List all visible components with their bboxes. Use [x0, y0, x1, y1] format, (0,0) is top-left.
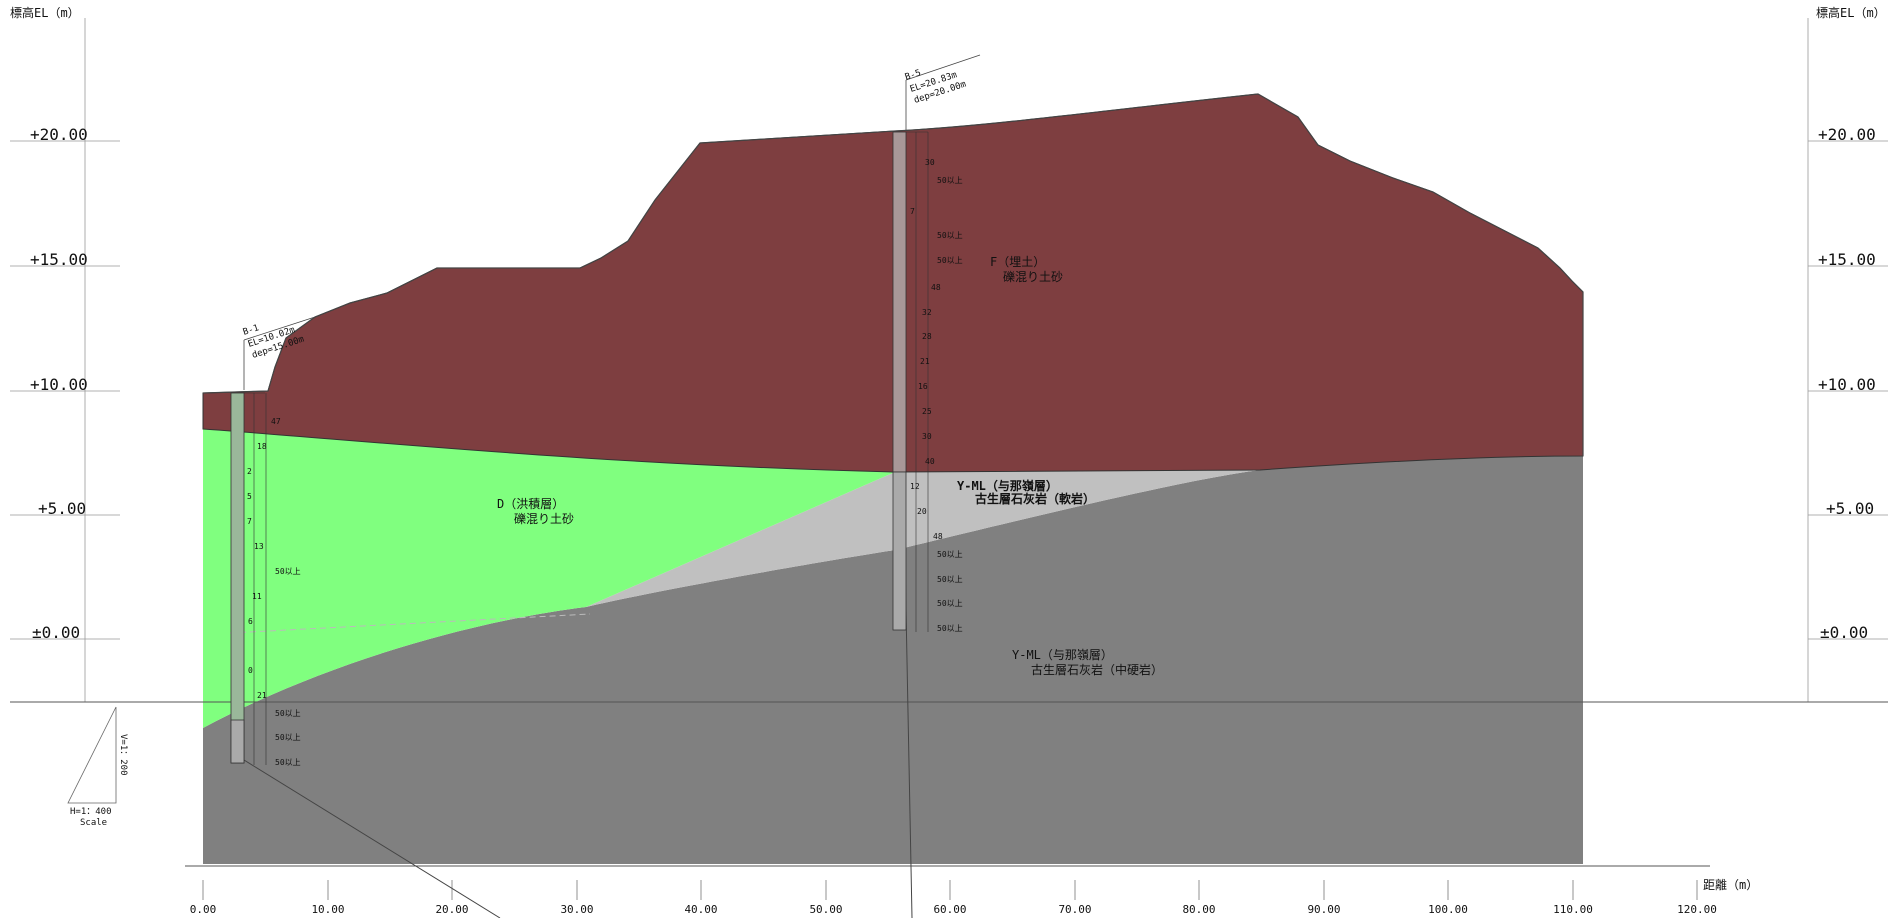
svg-text:28: 28 [922, 332, 932, 341]
svg-text:0: 0 [248, 666, 253, 675]
svg-text:50以上: 50以上 [937, 256, 963, 265]
svg-text:80.00: 80.00 [1182, 903, 1215, 916]
fill-layer-label-2: 礫混り土砂 [1003, 269, 1063, 284]
medium-hard-limestone-layer [203, 456, 1583, 864]
x-axis-title: 距離（m） [1703, 878, 1758, 892]
left-tick-label: +20.00 [30, 125, 88, 144]
right-tick-label: +10.00 [1818, 375, 1876, 394]
svg-text:50.00: 50.00 [809, 903, 842, 916]
svg-text:48: 48 [933, 532, 943, 541]
diluvium-label-1: D（洪積層） [497, 496, 564, 511]
soft-rock-label-1: Y-ML（与那嶺層） [957, 478, 1058, 493]
svg-text:110.00: 110.00 [1553, 903, 1593, 916]
svg-text:30.00: 30.00 [560, 903, 593, 916]
svg-text:6: 6 [248, 617, 253, 626]
svg-text:20.00: 20.00 [435, 903, 468, 916]
svg-text:13: 13 [254, 542, 264, 551]
svg-text:50以上: 50以上 [937, 624, 963, 633]
svg-text:7: 7 [910, 207, 915, 216]
svg-text:30: 30 [925, 158, 935, 167]
svg-text:11: 11 [252, 592, 262, 601]
horizontal-scale-label: H=1：400 [70, 807, 112, 817]
right-tick-label: +20.00 [1818, 125, 1876, 144]
svg-text:7: 7 [247, 517, 252, 526]
vertical-scale-label: V=1：200 [118, 734, 128, 776]
svg-text:21: 21 [920, 357, 930, 366]
b1-rock-column [230, 719, 245, 764]
svg-text:50以上: 50以上 [275, 758, 301, 767]
svg-text:70.00: 70.00 [1058, 903, 1091, 916]
b1-column [230, 392, 245, 764]
grid-lines [10, 18, 1888, 702]
svg-text:50以上: 50以上 [937, 599, 963, 608]
diluvium-label-2: 礫混り土砂 [514, 511, 574, 526]
svg-text:120.00: 120.00 [1677, 903, 1717, 916]
svg-text:2: 2 [247, 467, 252, 476]
svg-text:50以上: 50以上 [937, 575, 963, 584]
left-tick-label: +10.00 [30, 375, 88, 394]
left-axis-title: 標高EL（m） [10, 5, 80, 20]
svg-text:20: 20 [917, 507, 927, 516]
svg-text:30: 30 [922, 432, 932, 441]
svg-text:47: 47 [271, 417, 281, 426]
svg-text:16: 16 [918, 382, 928, 391]
b5-name: B-5 [904, 68, 923, 83]
groundwater-line [229, 613, 591, 634]
b5-rock-column [892, 471, 907, 631]
hard-rock-label-2: 古生層石灰岩（中硬岩） [1031, 662, 1163, 677]
b5-column [892, 131, 907, 473]
fill-layer-label-1: F（埋土） [990, 255, 1045, 269]
svg-text:100.00: 100.00 [1428, 903, 1468, 916]
svg-text:50以上: 50以上 [937, 550, 963, 559]
right-tick-label: +5.00 [1826, 499, 1874, 518]
right-tick-label: ±0.00 [1820, 623, 1868, 642]
weathered-limestone-layer [586, 470, 1260, 607]
svg-text:50以上: 50以上 [937, 231, 963, 240]
right-tick-label: +15.00 [1818, 250, 1876, 269]
ground-surface-line [202, 93, 1584, 456]
svg-text:50以上: 50以上 [275, 733, 301, 742]
scale-indicator: V=1：200 H=1：400 Scale [67, 706, 128, 828]
svg-text:48: 48 [931, 283, 941, 292]
svg-text:50以上: 50以上 [275, 567, 301, 576]
svg-text:50以上: 50以上 [275, 709, 301, 718]
x-tick-marks [202, 880, 1698, 900]
diluvium-layer [203, 429, 895, 728]
svg-text:10.00: 10.00 [311, 903, 344, 916]
x-tick-labels: 0.00 10.00 20.00 30.00 40.00 50.00 60.00… [190, 903, 1717, 916]
svg-text:32: 32 [922, 308, 932, 317]
svg-text:40.00: 40.00 [684, 903, 717, 916]
svg-text:5: 5 [247, 492, 252, 501]
b1-name: B-1 [242, 323, 261, 338]
svg-text:90.00: 90.00 [1307, 903, 1340, 916]
hard-rock-label-1: Y-ML（与那嶺層） [1012, 648, 1113, 662]
borehole-b5: B-5 EL=20.83m dep=20.00m 30 50以上 7 50以上 … [892, 54, 981, 633]
left-tick-label: +15.00 [30, 250, 88, 269]
svg-text:12: 12 [910, 482, 920, 491]
svg-text:18: 18 [257, 442, 267, 451]
left-tick-label: +5.00 [38, 499, 86, 518]
scale-label: Scale [80, 818, 107, 828]
right-axis-title: 標高EL（m） [1816, 5, 1886, 20]
svg-text:25: 25 [922, 407, 932, 416]
svg-text:60.00: 60.00 [933, 903, 966, 916]
soft-rock-label-2: 古生層石灰岩（軟岩） [975, 491, 1095, 506]
b1-section-line [243, 759, 501, 918]
svg-text:21: 21 [257, 691, 267, 700]
svg-text:40: 40 [925, 457, 935, 466]
svg-text:50以上: 50以上 [937, 176, 963, 185]
svg-text:0.00: 0.00 [190, 903, 217, 916]
left-tick-label: ±0.00 [32, 623, 80, 642]
borehole-b1: B-1 EL=10.02m dep=15.00m 47 18 2 5 7 13 … [230, 316, 316, 767]
